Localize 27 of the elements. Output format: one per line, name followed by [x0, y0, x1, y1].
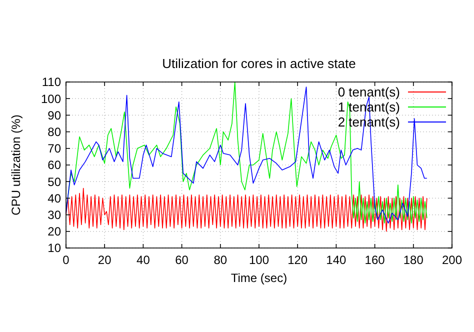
- y-tick-label: 30: [48, 208, 62, 222]
- x-tick-label: 80: [214, 253, 228, 267]
- y-tick-label: 60: [48, 158, 62, 172]
- y-tick-label: 100: [40, 92, 62, 106]
- x-tick-label: 0: [62, 253, 70, 267]
- y-tick-label: 40: [48, 191, 62, 206]
- x-tick-label: 140: [326, 253, 347, 267]
- x-tick-label: 160: [364, 253, 386, 267]
- x-tick-label: 20: [98, 253, 112, 267]
- x-tick-label: 60: [175, 253, 189, 267]
- y-tick-label: 10: [48, 241, 62, 256]
- y-tick-label: 70: [48, 142, 62, 156]
- x-axis-title: Time (sec): [230, 271, 288, 285]
- y-tick-label: 80: [48, 125, 62, 139]
- x-tick-label: 100: [248, 253, 270, 267]
- line-series: [66, 188, 428, 232]
- y-tick-label: 50: [48, 174, 62, 189]
- y-tick-label: 20: [48, 224, 62, 239]
- x-tick-label: 180: [403, 253, 424, 267]
- chart-title: Utilization for cores in active state: [162, 56, 356, 71]
- y-tick-label: 90: [48, 108, 62, 122]
- x-tick-label: 120: [288, 253, 308, 267]
- y-tick-label: 110: [42, 75, 62, 90]
- y-axis-title: CPU utilization (%): [9, 114, 23, 216]
- legend-label: 0 tenant(s): [338, 84, 400, 100]
- x-tick-label: 200: [442, 253, 462, 267]
- x-tick-label: 40: [136, 253, 150, 267]
